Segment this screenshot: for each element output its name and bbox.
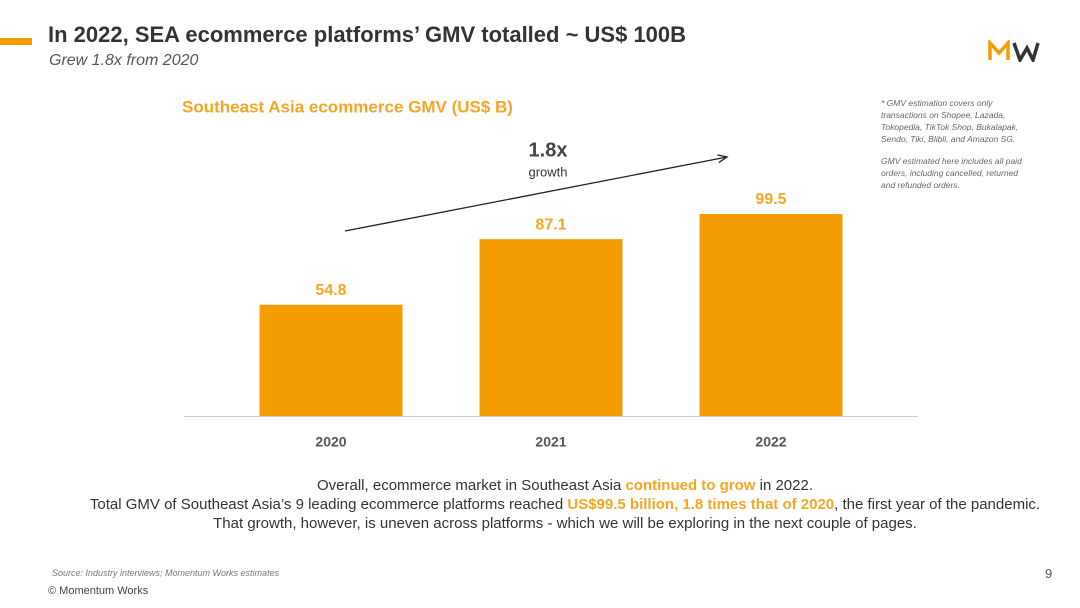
body-line: Overall, ecommerce market in Southeast A…	[0, 476, 1080, 495]
highlight-text: US$99.5 billion, 1.8 times that of 2020	[567, 496, 835, 513]
note: GMV estimated here includes all paid ord…	[881, 156, 1022, 190]
text: That growth, however, is uneven across p…	[213, 515, 917, 532]
source: Source: Industry interviews; Momentum Wo…	[52, 568, 280, 578]
copyright: © Momentum Works	[48, 585, 149, 597]
bar	[259, 304, 403, 416]
annotation-subtext: growth	[528, 164, 567, 179]
text: Overall, ecommerce market in Southeast A…	[317, 477, 626, 494]
notes: * GMV estimation covers only transaction…	[881, 97, 1031, 201]
x-tick-label: 2022	[755, 434, 786, 450]
text: , the first year of the pandemic.	[834, 496, 1041, 513]
highlight-text: continued to grow	[625, 477, 756, 494]
text: in 2022.	[755, 477, 813, 494]
annotation: 1.8x	[529, 139, 568, 161]
body-text: Overall, ecommerce market in Southeast A…	[0, 476, 1080, 533]
chart-title: Southeast Asia ecommerce GMV (US$ B)	[182, 97, 513, 116]
value-label: 99.5	[755, 191, 786, 208]
value-label: 87.1	[535, 216, 566, 233]
note: * GMV estimation covers only transaction…	[881, 98, 1019, 144]
text: Total GMV of Southeast Asia’s 9 leading …	[89, 496, 568, 513]
bar	[699, 214, 843, 416]
growth-arrow	[344, 157, 727, 232]
body-line: That growth, however, is uneven across p…	[0, 514, 1080, 533]
value-label: 54.8	[315, 282, 346, 299]
accent-bar	[0, 38, 32, 45]
bar	[479, 239, 623, 416]
body-line: Total GMV of Southeast Asia’s 9 leading …	[0, 495, 1080, 514]
slide-subtitle: Grew 1.8x from 2020	[49, 52, 199, 69]
slide-title: In 2022, SEA ecommerce platforms’ GMV to…	[48, 22, 687, 47]
x-tick-label: 2020	[315, 434, 346, 450]
x-tick-label: 2021	[535, 434, 566, 450]
page-number: 9	[1045, 566, 1053, 581]
chart: Southeast Asia ecommerce GMV (US$ B) 1.8…	[182, 97, 918, 450]
logo	[988, 40, 1040, 62]
